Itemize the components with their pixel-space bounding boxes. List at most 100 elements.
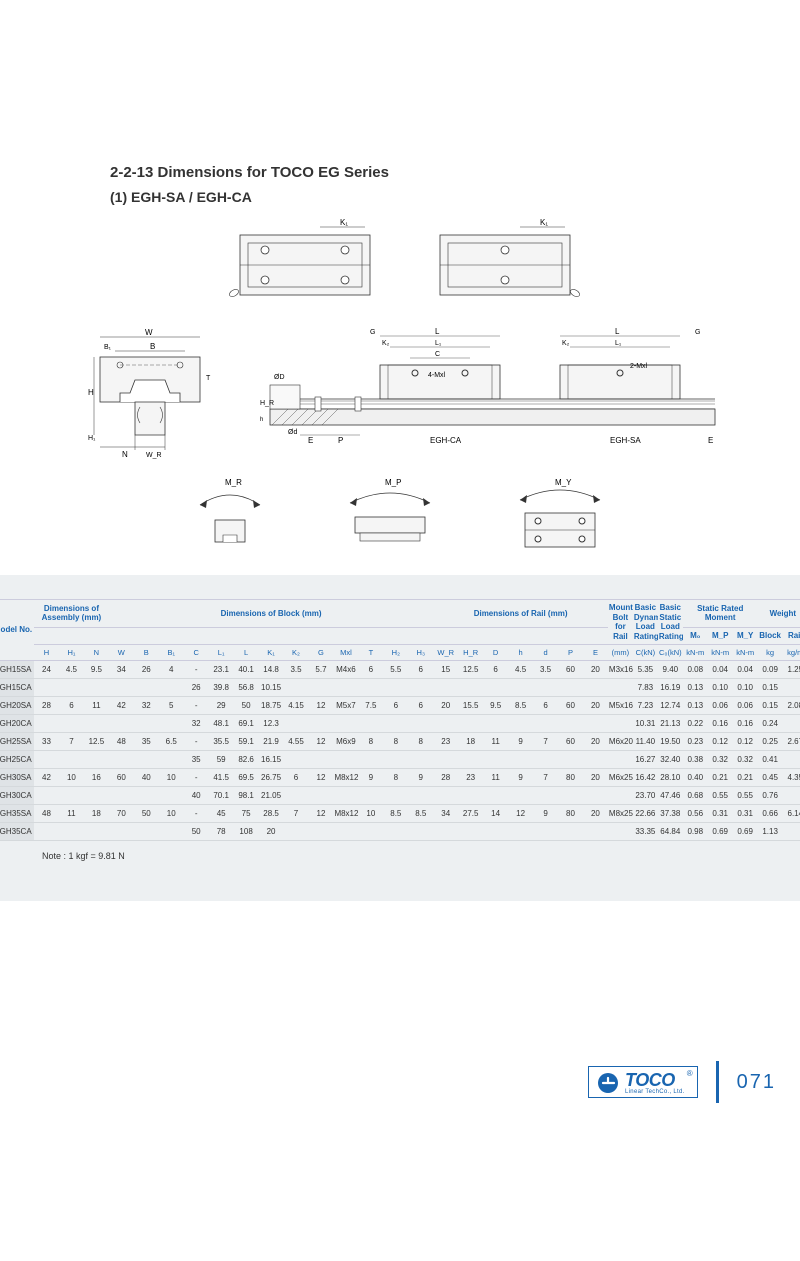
dimension-table: Model No. Dimensions of Assembly (mm) Di… [0, 599, 800, 841]
data-cell: 23.70 [633, 787, 658, 805]
data-cell: 4.55 [284, 733, 309, 751]
data-cell [508, 715, 533, 733]
data-cell: 0.55 [708, 787, 733, 805]
data-cell [383, 715, 408, 733]
data-cell [333, 715, 358, 733]
data-cell [783, 715, 800, 733]
data-cell [59, 787, 84, 805]
data-cell: M5x7 [333, 697, 358, 715]
data-cell: 7 [533, 733, 558, 751]
data-cell: 12 [308, 697, 333, 715]
data-cell: 9.5 [483, 697, 508, 715]
data-cell: 18 [84, 805, 109, 823]
data-cell: 75 [234, 805, 259, 823]
data-cell: 5 [159, 697, 184, 715]
model-cell: EGH15SA [0, 661, 34, 679]
data-cell [508, 679, 533, 697]
data-cell [608, 823, 633, 841]
col-header: kN-m [733, 645, 758, 661]
data-cell: 3.5 [533, 661, 558, 679]
data-cell [159, 751, 184, 769]
data-cell: 98.1 [234, 787, 259, 805]
col-header: K₂ [284, 645, 309, 661]
data-cell: 21.13 [658, 715, 683, 733]
data-cell: 6.14 [783, 805, 800, 823]
data-cell [383, 787, 408, 805]
data-cell: 18 [458, 733, 483, 751]
data-cell [308, 787, 333, 805]
logo-icon [597, 1072, 619, 1094]
data-cell [558, 715, 583, 733]
data-cell [134, 823, 159, 841]
data-cell [159, 679, 184, 697]
table-row: EGH35SA481118705010-457528.5712M8x12108.… [0, 805, 800, 823]
data-cell [134, 751, 159, 769]
data-cell: 20 [583, 769, 608, 787]
data-cell: 0.66 [758, 805, 783, 823]
data-cell: 1.25 [783, 661, 800, 679]
data-cell [608, 715, 633, 733]
data-cell: 4.35 [783, 769, 800, 787]
data-cell [608, 751, 633, 769]
data-cell: 0.08 [683, 661, 708, 679]
data-cell: 0.76 [758, 787, 783, 805]
data-cell [109, 751, 134, 769]
data-cell: 15 [433, 661, 458, 679]
page-footer: TOCO Linear TechCo., Ltd. ® 071 [0, 1041, 800, 1131]
svg-text:H: H [88, 388, 94, 397]
data-cell: 28 [433, 769, 458, 787]
data-cell [34, 787, 59, 805]
data-cell: 0.09 [758, 661, 783, 679]
data-cell: 9.40 [658, 661, 683, 679]
svg-text:G: G [370, 329, 375, 336]
data-cell: 12.5 [84, 733, 109, 751]
table-row: EGH20CA3248.169.112.310.3121.130.220.160… [0, 715, 800, 733]
data-cell: 60 [558, 661, 583, 679]
data-cell: 70.1 [209, 787, 234, 805]
col-header: N [84, 645, 109, 661]
data-cell: - [184, 697, 209, 715]
data-cell: 6 [358, 661, 383, 679]
data-cell: 9 [508, 733, 533, 751]
data-cell: 42 [109, 697, 134, 715]
brand-logo: TOCO Linear TechCo., Ltd. ® [588, 1066, 698, 1098]
data-cell: 12.5 [458, 661, 483, 679]
data-cell: 14.8 [259, 661, 284, 679]
data-cell [109, 715, 134, 733]
data-cell: 0.25 [758, 733, 783, 751]
data-cell [333, 787, 358, 805]
data-cell [433, 823, 458, 841]
data-cell [34, 751, 59, 769]
data-cell: 8 [383, 733, 408, 751]
data-cell: 1.13 [758, 823, 783, 841]
col-header: P [558, 645, 583, 661]
data-cell: 8.5 [508, 697, 533, 715]
header-row-groups: Model No. Dimensions of Assembly (mm) Di… [0, 600, 800, 628]
data-cell: 6 [284, 769, 309, 787]
data-cell [284, 751, 309, 769]
data-cell [159, 823, 184, 841]
data-cell: 20 [259, 823, 284, 841]
data-cell: 8 [408, 733, 433, 751]
data-cell: 7 [284, 805, 309, 823]
data-cell [558, 679, 583, 697]
col-header: C₀(kN) [658, 645, 683, 661]
data-cell: 80 [558, 805, 583, 823]
data-cell: 6 [408, 697, 433, 715]
data-cell [433, 751, 458, 769]
col-header: H_R [458, 645, 483, 661]
data-cell: 7 [59, 733, 84, 751]
data-cell: 0.06 [733, 697, 758, 715]
data-cell [308, 751, 333, 769]
data-cell: M5x16 [608, 697, 633, 715]
data-cell: 26.75 [259, 769, 284, 787]
data-cell: 0.56 [683, 805, 708, 823]
data-cell [84, 751, 109, 769]
col-header: G [308, 645, 333, 661]
data-cell: - [184, 733, 209, 751]
diagram-moment-my: M_Y [505, 475, 615, 555]
data-cell: 8.5 [408, 805, 433, 823]
data-cell: 108 [234, 823, 259, 841]
data-cell: 12.3 [259, 715, 284, 733]
svg-text:N: N [122, 450, 128, 459]
